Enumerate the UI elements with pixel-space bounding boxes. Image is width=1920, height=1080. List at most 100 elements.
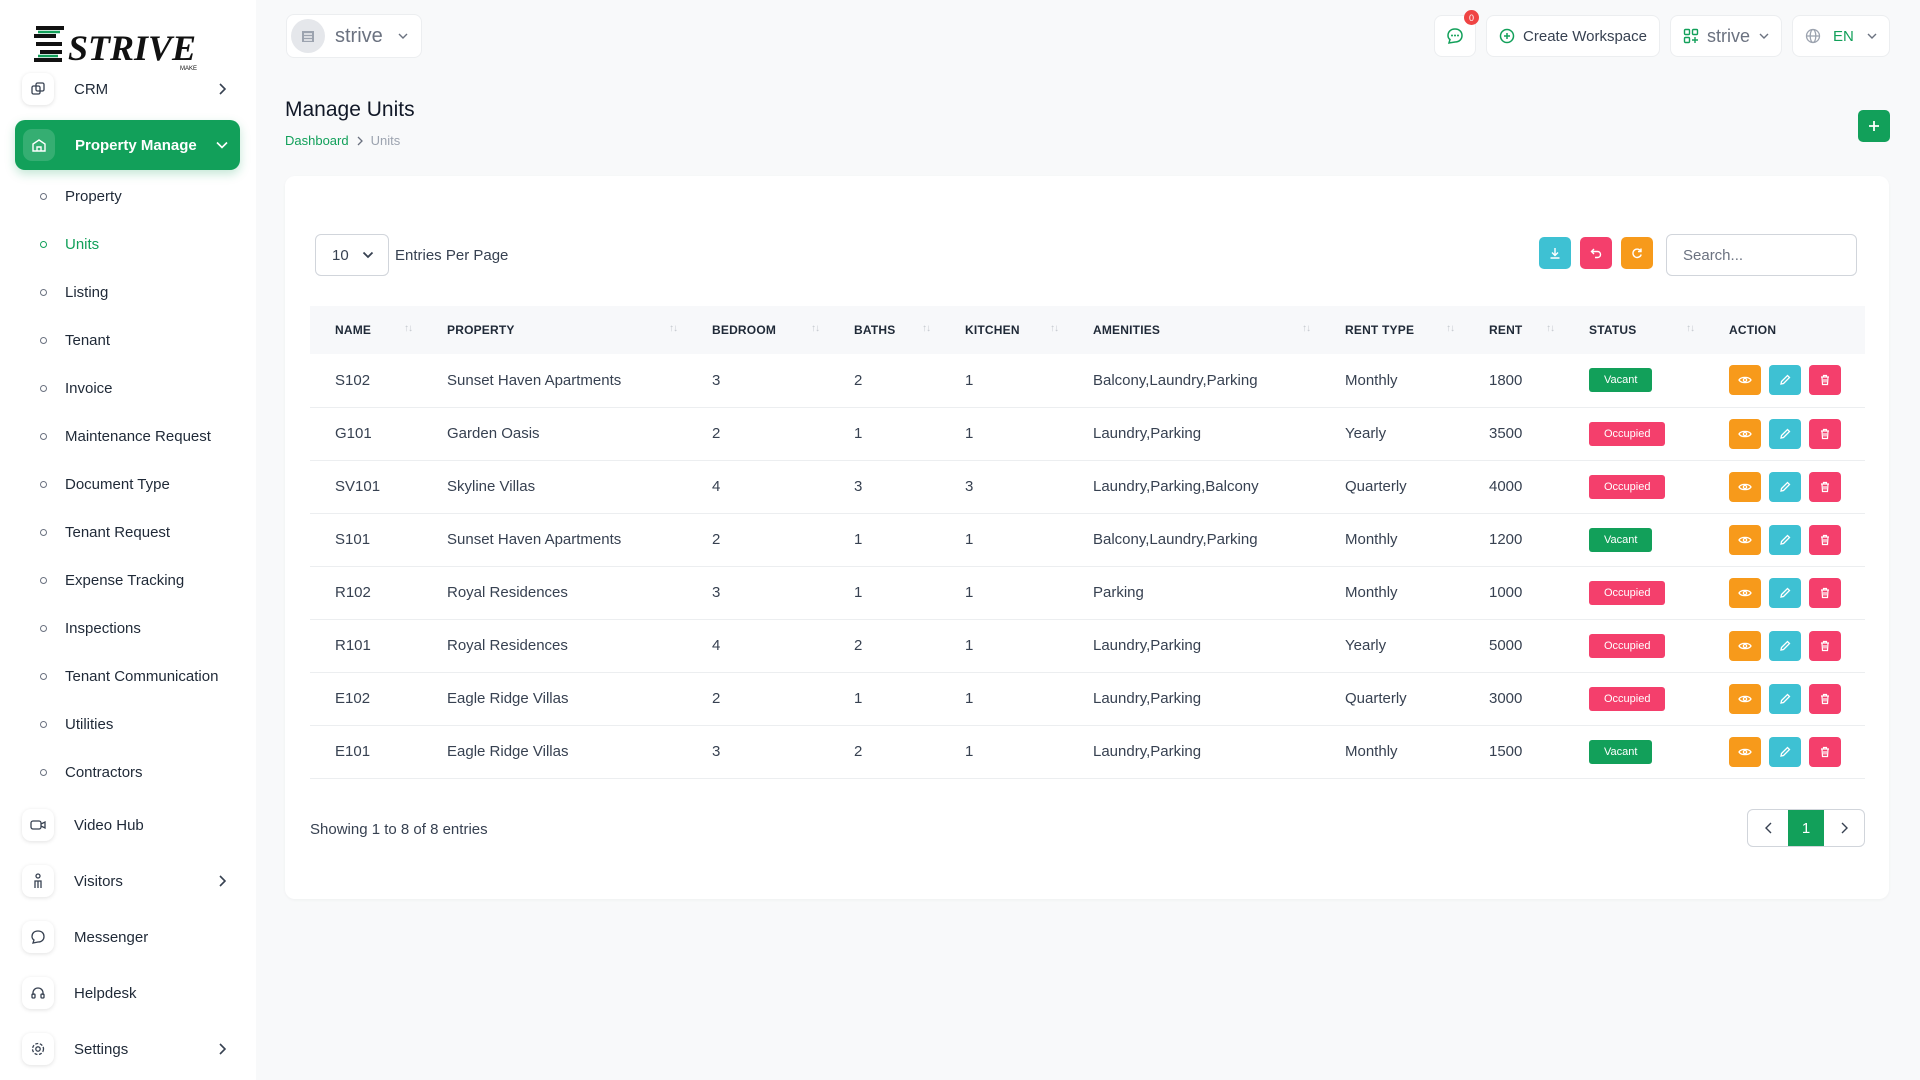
create-workspace-button[interactable]: Create Workspace [1486,15,1660,57]
sidebar-subitem-expense-tracking[interactable]: Expense Tracking [0,556,256,604]
cell-amenities: Laundry,Parking [1093,690,1202,707]
delete-button[interactable] [1809,524,1841,555]
cell-name: G101 [335,425,372,442]
sidebar-subitem-contractors[interactable]: Contractors [0,748,256,796]
globe-icon [1805,28,1821,44]
search-input[interactable] [1666,234,1857,276]
sidebar-item-visitors[interactable]: Visitors [14,861,240,901]
edit-button[interactable] [1769,736,1801,767]
sidebar-item-label: Visitors [74,872,123,890]
refresh-button[interactable] [1621,237,1653,269]
breadcrumb-dashboard[interactable]: Dashboard [285,133,349,148]
sort-icon: ↑↓ [1302,323,1311,334]
column-header-kitchen[interactable]: KITCHEN ↑↓ [940,306,1068,354]
reset-button[interactable] [1580,237,1612,269]
sidebar-subitem-tenant[interactable]: Tenant [0,316,256,364]
delete-button[interactable] [1809,365,1841,396]
sidebar-item-settings[interactable]: Settings [14,1029,240,1069]
column-header-rent[interactable]: RENT ↑↓ [1464,306,1564,354]
view-button[interactable] [1729,683,1761,714]
sidebar-subitem-maintenance-request[interactable]: Maintenance Request [0,412,256,460]
sidebar-subitem-utilities[interactable]: Utilities [0,700,256,748]
subitem-label: Contractors [65,763,143,781]
cell-bedroom: 2 [712,690,721,707]
sidebar-subitem-inspections[interactable]: Inspections [0,604,256,652]
edit-button[interactable] [1769,524,1801,555]
cell-property: Skyline Villas [447,478,536,495]
delete-button[interactable] [1809,471,1841,502]
cell-action [1704,725,1865,778]
delete-button[interactable] [1809,683,1841,714]
eye-icon [1738,695,1752,702]
view-button[interactable] [1729,577,1761,608]
sidebar: STRIVE MAKE CRM Property Manage Property… [0,0,256,1080]
sidebar-subitem-document-type[interactable]: Document Type [0,460,256,508]
column-header-rent-type[interactable]: RENT TYPE ↑↓ [1320,306,1464,354]
sidebar-item-helpdesk[interactable]: Helpdesk [14,973,240,1013]
cell-status: Occupied [1564,407,1704,460]
column-header-name[interactable]: NAME ↑↓ [310,306,422,354]
edit-button[interactable] [1769,418,1801,449]
language-selector[interactable]: EN [1792,15,1890,57]
delete-button[interactable] [1809,630,1841,661]
column-header-amenities[interactable]: AMENITIES ↑↓ [1068,306,1320,354]
delete-button[interactable] [1809,736,1841,767]
sidebar-subitem-listing[interactable]: Listing [0,268,256,316]
delete-button[interactable] [1809,418,1841,449]
sidebar-item-crm[interactable]: CRM [14,72,240,106]
sidebar-subitem-property[interactable]: Property [0,172,256,220]
prev-page-button[interactable] [1748,810,1788,846]
notifications-button[interactable]: 0 [1434,10,1480,57]
workspace-switcher[interactable]: strive [286,14,422,58]
view-button[interactable] [1729,418,1761,449]
cell-bedroom: 3 [712,743,721,760]
column-label: BATHS [854,323,896,337]
page-1-button[interactable]: 1 [1788,810,1824,846]
strive-logo[interactable]: STRIVE MAKE [30,18,210,74]
sidebar-item-property-manage[interactable]: Property Manage [15,120,240,170]
delete-button[interactable] [1809,577,1841,608]
cell-baths: 2 [854,743,863,760]
edit-button[interactable] [1769,471,1801,502]
sidebar-item-video-hub[interactable]: Video Hub [14,805,240,845]
cell-rent-type: Yearly [1345,637,1387,654]
edit-button[interactable] [1769,630,1801,661]
trash-icon [1821,534,1829,545]
sidebar-subitem-tenant-communication[interactable]: Tenant Communication [0,652,256,700]
workspace-menu-button[interactable]: strive [1670,15,1782,57]
cell-rent: 5000 [1489,637,1523,654]
edit-button[interactable] [1769,683,1801,714]
edit-button[interactable] [1769,577,1801,608]
download-button[interactable] [1539,237,1571,269]
edit-button[interactable] [1769,365,1801,396]
sidebar-subitem-tenant-request[interactable]: Tenant Request [0,508,256,556]
sidebar-subitem-units[interactable]: Units [0,220,256,268]
view-button[interactable] [1729,471,1761,502]
cell-rent: 1800 [1489,371,1523,389]
pencil-icon [1780,374,1791,386]
column-header-bedroom[interactable]: BEDROOM ↑↓ [687,306,829,354]
view-button[interactable] [1729,630,1761,661]
entries-select[interactable]: 10 [315,234,389,276]
cell-action [1704,672,1865,725]
chevron-right-icon [214,81,230,97]
column-header-status[interactable]: STATUS ↑↓ [1564,306,1704,354]
add-unit-button[interactable] [1858,110,1890,142]
column-header-baths[interactable]: BATHS ↑↓ [829,306,940,354]
subitem-label: Maintenance Request [65,427,211,445]
trash-icon [1821,375,1829,386]
view-button[interactable] [1729,365,1761,396]
sidebar-subitem-invoice[interactable]: Invoice [0,364,256,412]
next-page-button[interactable] [1824,810,1864,846]
view-button[interactable] [1729,736,1761,767]
chat-icon [22,921,54,953]
view-button[interactable] [1729,524,1761,555]
sidebar-item-messenger[interactable]: Messenger [14,917,240,957]
column-header-property[interactable]: PROPERTY ↑↓ [422,306,687,354]
sort-icon: ↑↓ [404,323,413,334]
cell-name: R101 [335,637,371,654]
chevron-down-icon [214,137,230,153]
cell-bedroom: 4 [712,637,721,654]
cell-action [1704,513,1865,566]
cell-kitchen: 1 [965,371,974,389]
